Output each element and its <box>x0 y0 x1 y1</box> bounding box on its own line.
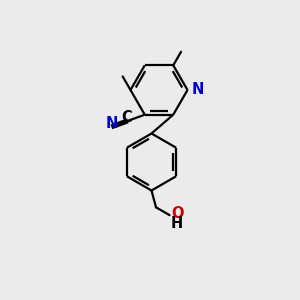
Text: N: N <box>191 82 204 98</box>
Text: O: O <box>171 206 184 221</box>
Text: H: H <box>171 216 183 231</box>
Text: C: C <box>121 110 132 125</box>
Text: N: N <box>105 116 118 131</box>
